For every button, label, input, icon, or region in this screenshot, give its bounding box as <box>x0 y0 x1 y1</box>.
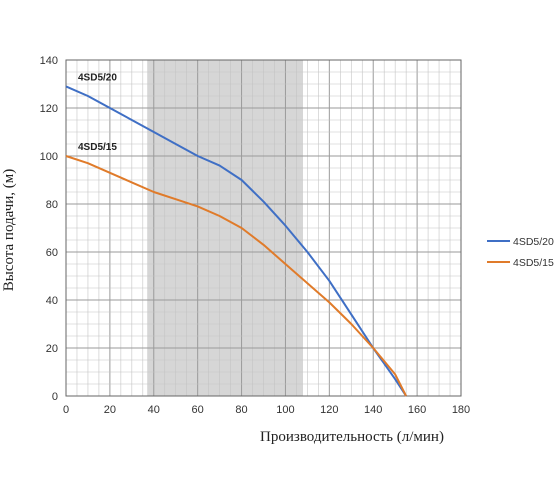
legend-label: 4SD5/15 <box>513 257 554 269</box>
series-line <box>65 85 407 397</box>
y-tick-label: 140 <box>40 55 58 67</box>
y-axis-title: Высота подачи, (м) <box>1 169 17 292</box>
x-axis-ticks: 0 20 40 60 80 100 120 140 160 180 <box>63 404 470 416</box>
curve-labels: 4SD5/20 4SD5/15 <box>78 72 117 153</box>
plot-frame <box>65 59 462 397</box>
x-tick-label: 0 <box>63 404 69 416</box>
series-lines <box>65 85 407 397</box>
y-tick-label: 100 <box>40 151 58 163</box>
series-line <box>65 155 407 397</box>
curve-label: 4SD5/20 <box>78 72 117 83</box>
y-tick-label: 80 <box>46 199 58 211</box>
x-tick-label: 180 <box>452 404 470 416</box>
x-tick-label: 20 <box>104 404 116 416</box>
y-axis-ticks: 0 20 40 60 80 100 120 140 <box>40 55 58 403</box>
x-tick-label: 100 <box>276 404 294 416</box>
y-tick-label: 0 <box>52 391 58 403</box>
x-tick-label: 140 <box>364 404 382 416</box>
y-tick-label: 60 <box>46 247 58 259</box>
legend: 4SD5/20 4SD5/15 <box>487 236 554 269</box>
grid-lines <box>65 59 462 397</box>
x-axis-title: Производительность (л/мин) <box>260 429 444 445</box>
x-tick-label: 80 <box>235 404 247 416</box>
x-tick-label: 40 <box>148 404 160 416</box>
y-tick-label: 120 <box>40 103 58 115</box>
legend-label: 4SD5/20 <box>513 236 554 248</box>
x-tick-label: 160 <box>408 404 426 416</box>
x-tick-label: 60 <box>192 404 204 416</box>
x-tick-label: 120 <box>320 404 338 416</box>
y-tick-label: 20 <box>46 343 58 355</box>
curve-label: 4SD5/15 <box>78 142 117 153</box>
y-tick-label: 40 <box>46 295 58 307</box>
